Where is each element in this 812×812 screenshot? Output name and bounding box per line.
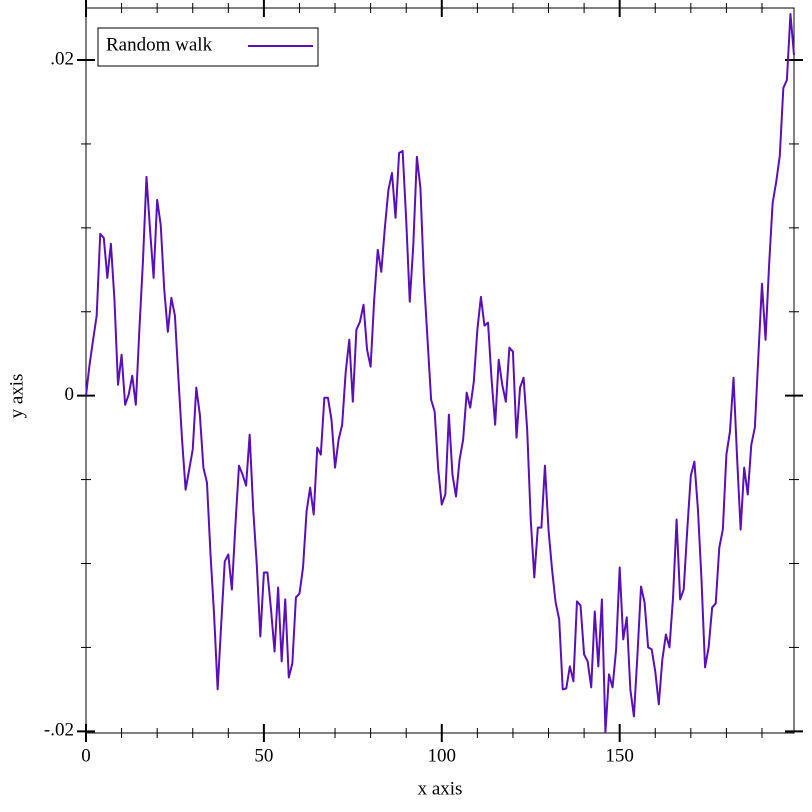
plot-frame bbox=[85, 7, 795, 734]
legend-label: Random walk bbox=[106, 34, 213, 55]
x-tick-label: 50 bbox=[254, 745, 273, 766]
y-axis-label: y axis bbox=[6, 374, 27, 419]
x-axis-label: x axis bbox=[418, 778, 463, 799]
x-tick-label: 100 bbox=[428, 745, 457, 766]
y-tick-label: -.02 bbox=[44, 720, 74, 741]
series-line bbox=[85, 13, 795, 734]
y-tick-label: .02 bbox=[50, 48, 74, 69]
x-tick-label: 150 bbox=[605, 745, 634, 766]
x-tick-label: 0 bbox=[81, 745, 91, 766]
y-tick-label: 0 bbox=[65, 384, 75, 405]
